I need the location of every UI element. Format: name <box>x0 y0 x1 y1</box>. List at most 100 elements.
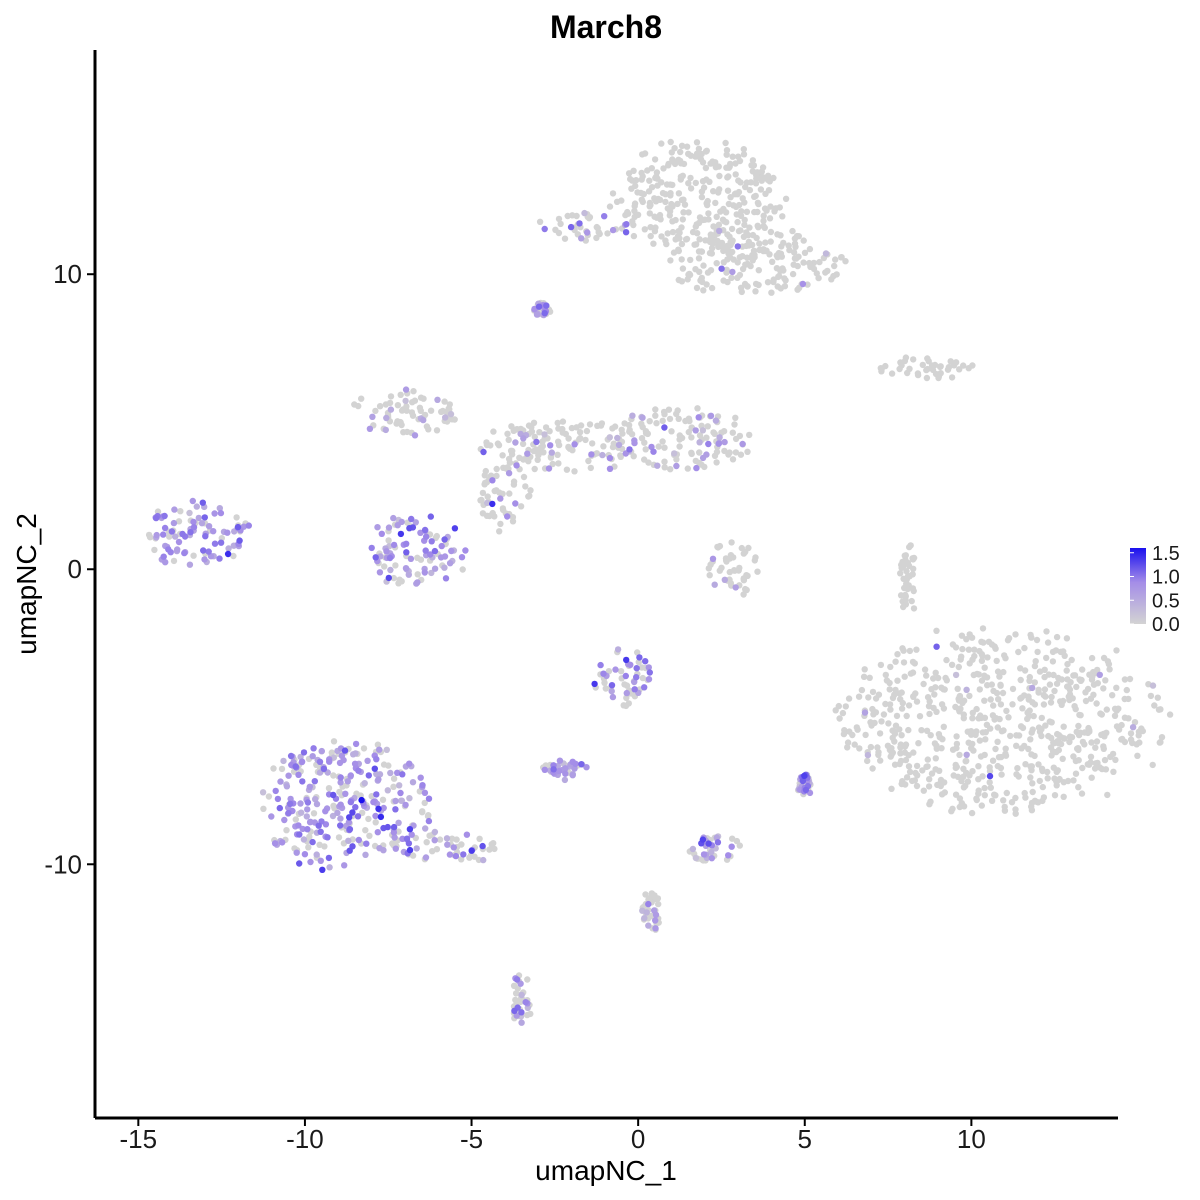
data-point <box>647 232 654 240</box>
data-point <box>417 556 425 563</box>
data-point <box>713 213 720 220</box>
data-point <box>217 539 225 546</box>
data-point <box>563 466 571 473</box>
data-point <box>341 862 348 869</box>
data-point <box>815 274 822 282</box>
data-point <box>668 428 675 435</box>
data-point <box>216 505 223 512</box>
data-point <box>987 784 994 791</box>
data-point <box>645 664 652 671</box>
data-point <box>504 513 511 520</box>
data-point <box>952 791 960 798</box>
data-point <box>1097 710 1104 717</box>
data-point <box>636 654 643 661</box>
data-point <box>627 661 634 668</box>
data-point <box>387 769 394 777</box>
data-point <box>678 224 685 231</box>
data-point <box>860 673 868 680</box>
data-point <box>700 851 708 858</box>
data-point <box>896 365 903 373</box>
data-point <box>1009 701 1016 708</box>
data-point <box>710 429 717 436</box>
data-point <box>642 446 649 453</box>
data-point <box>362 851 369 858</box>
data-point <box>913 646 920 653</box>
data-point <box>337 779 344 786</box>
data-point <box>490 428 497 435</box>
data-point <box>678 278 686 285</box>
data-point <box>1072 770 1080 777</box>
data-point <box>644 430 651 437</box>
data-point <box>642 891 649 898</box>
data-point <box>743 586 750 594</box>
data-point <box>189 497 196 505</box>
data-point <box>631 202 638 210</box>
data-point <box>397 789 404 797</box>
data-point <box>926 698 933 705</box>
data-point <box>190 552 197 559</box>
data-point <box>707 561 714 568</box>
data-point <box>687 256 694 264</box>
data-point <box>376 569 384 576</box>
x-tick-label: 5 <box>798 1124 812 1154</box>
data-point <box>499 490 506 497</box>
data-point <box>300 836 308 843</box>
data-point <box>724 174 731 181</box>
data-point <box>639 414 646 421</box>
data-point <box>831 262 838 270</box>
data-point <box>385 574 392 582</box>
data-point <box>724 187 732 194</box>
data-point <box>720 259 727 266</box>
data-point <box>1156 739 1164 746</box>
data-point <box>571 441 578 448</box>
data-point <box>151 546 158 554</box>
data-point <box>622 229 630 236</box>
data-point <box>645 922 652 929</box>
data-point <box>446 851 454 858</box>
data-point <box>696 432 704 439</box>
data-point <box>661 424 668 431</box>
data-point <box>608 682 616 689</box>
data-point <box>906 768 914 776</box>
data-point <box>906 647 914 655</box>
data-point <box>622 672 629 680</box>
data-point <box>886 701 894 708</box>
data-point <box>714 543 721 551</box>
data-point <box>421 526 429 534</box>
data-point <box>962 758 969 765</box>
data-point <box>1093 738 1101 745</box>
data-point <box>152 514 160 522</box>
data-point <box>374 829 381 836</box>
data-point <box>306 783 313 790</box>
data-point <box>982 729 989 736</box>
data-point <box>345 837 352 844</box>
data-point <box>1031 701 1039 708</box>
data-point <box>920 680 927 688</box>
data-point <box>1028 763 1036 770</box>
data-point <box>906 365 913 372</box>
data-point <box>565 443 572 451</box>
data-point <box>741 221 748 229</box>
data-point <box>201 556 208 563</box>
data-point <box>1017 665 1024 672</box>
data-point <box>955 663 962 671</box>
data-point <box>1090 681 1098 688</box>
data-point <box>698 150 705 158</box>
data-point <box>975 787 982 794</box>
data-point <box>1079 764 1086 772</box>
data-point <box>716 172 723 180</box>
data-point <box>634 649 641 656</box>
data-point <box>669 157 676 165</box>
data-point <box>849 731 856 739</box>
data-point <box>678 142 686 149</box>
data-point <box>1017 676 1024 684</box>
data-point <box>441 398 448 405</box>
data-point <box>705 440 712 448</box>
data-point <box>171 506 178 513</box>
data-point <box>956 366 963 373</box>
data-point <box>948 661 956 668</box>
data-point <box>600 443 607 450</box>
data-point <box>740 151 748 158</box>
data-point <box>699 836 707 843</box>
data-point <box>554 419 561 427</box>
